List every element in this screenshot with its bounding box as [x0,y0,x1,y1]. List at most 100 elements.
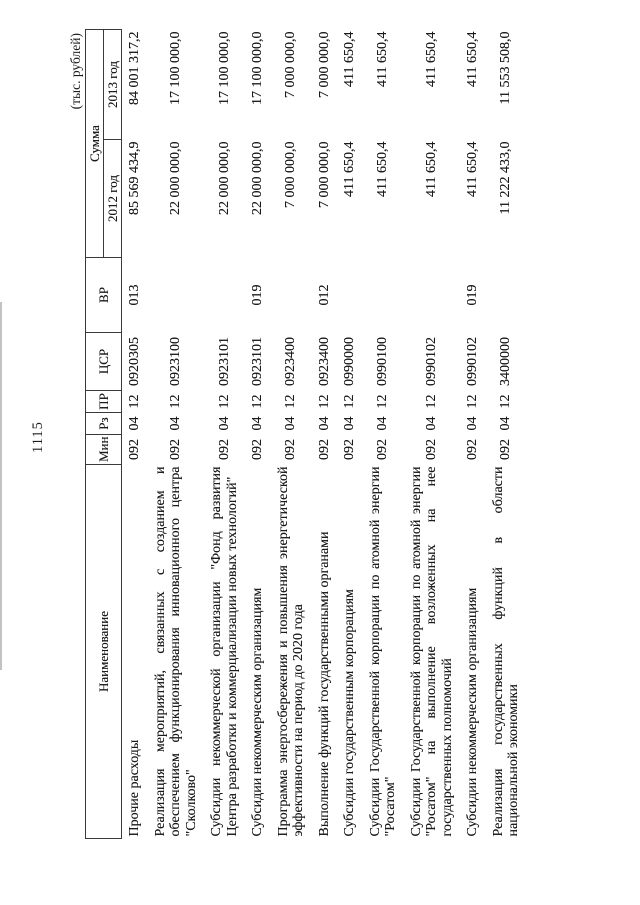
table-row: Выполнение функций государственными орга… [312,30,338,839]
col-header-csr: ЦСР [85,332,122,391]
cell-sum-2012: 22 000 000,0 [168,141,183,216]
table-body: Прочие расходы 092 04 12 0920305 013 85 … [122,30,527,839]
cell-min: 092 [216,439,232,460]
col-header-name: Наименование [85,464,122,839]
cell-name: Субсидии некоммерческим организациям [250,587,265,837]
cell-vr [204,258,245,333]
cell-name: Прочие расходы [127,739,142,837]
budget-table: Наименование Мин Рз ПР ЦСР ВР Сумма 2012… [85,29,527,839]
cell-csr: 0923101 [216,337,232,386]
table-row: Реализация мероприятий, связанных с созд… [148,30,205,839]
cell-sum-2012: 11 222 433,0 [498,141,514,215]
cell-vr [271,258,312,333]
table-row: Программа энергосбережения и повышения э… [271,30,312,839]
cell-sum-2013: 17 100 000,0 [216,31,232,106]
cell-csr: 0920305 [127,337,142,386]
cell-name: Субсидии государственным корпорациям [342,589,357,837]
cell-vr [486,258,527,333]
cell-sum-2013: 411 650,4 [465,31,480,87]
cell-min: 092 [375,439,391,460]
cell-csr: 0990102 [465,337,480,386]
cell-name: Реализация государственных функций в обл… [490,466,522,837]
page-number: 1115 [30,421,46,453]
cell-sum-2012: 411 650,4 [375,141,391,197]
cell-rz: 04 [250,416,265,431]
cell-name: Субсидии некоммерческим организациям [465,587,480,837]
table-row: Субсидии некоммерческим организациям 092… [460,30,486,839]
cell-csr: 0990000 [342,337,357,386]
cell-rz: 04 [498,416,514,431]
cell-pr: 12 [465,394,480,409]
cell-name: Субсидии некоммерческой организации "Фон… [209,466,240,837]
cell-pr: 12 [127,394,142,409]
table-header: Наименование Мин Рз ПР ЦСР ВР Сумма 2012… [85,29,122,839]
cell-min: 092 [342,439,357,460]
cell-sum-2013: 84 001 317,2 [127,31,142,106]
cell-vr: 013 [127,284,142,306]
cell-name: Субсидии Государственной корпорации по а… [408,466,455,837]
col-header-pr: ПР [85,390,122,413]
cell-sum-2013: 411 650,4 [342,31,357,87]
cell-pr: 12 [316,394,332,409]
cell-min: 092 [424,439,439,460]
cell-pr: 12 [375,394,391,409]
cell-sum-2013: 7 000 000,0 [316,31,332,99]
table-row: Субсидии государственным корпорациям 092… [337,30,363,839]
cell-csr: 0923101 [250,337,265,386]
cell-rz: 04 [424,416,439,431]
cell-rz: 04 [342,416,357,431]
cell-rz: 04 [316,416,332,431]
cell-sum-2013: 7 000 000,0 [283,31,299,99]
cell-pr: 12 [283,394,299,409]
cell-rz: 04 [465,416,480,431]
cell-min: 092 [316,439,332,460]
cell-csr: 0923400 [316,337,332,386]
cell-csr: 0990102 [424,337,439,386]
col-header-vr: ВР [85,257,122,333]
table-row: Реализация государственных функций в обл… [486,30,527,839]
cell-sum-2013: 11 553 508,0 [498,31,514,105]
cell-name: Выполнение функций государственными орга… [316,531,332,837]
cell-rz: 04 [127,416,142,431]
col-header-2013: 2013 год [103,29,122,140]
scan-edge-artifact [0,302,2,670]
cell-rz: 04 [375,416,391,431]
cell-pr: 12 [424,394,439,409]
cell-vr: 019 [250,284,265,306]
cell-rz: 04 [168,416,183,431]
cell-vr [148,258,205,333]
cell-name: Субсидии Государственной корпорации по а… [367,466,399,837]
cell-min: 092 [250,439,265,460]
cell-csr: 3400000 [498,337,514,386]
cell-sum-2013: 411 650,4 [424,31,439,87]
cell-pr: 12 [250,394,265,409]
cell-min: 092 [465,439,480,460]
col-header-2012: 2012 год [103,139,122,258]
cell-csr: 0923100 [168,337,183,386]
cell-sum-2013: 17 100 000,0 [250,31,265,106]
cell-sum-2012: 7 000 000,0 [316,141,332,209]
col-header-rz: Рз [85,412,122,435]
cell-pr: 12 [216,394,232,409]
cell-min: 092 [127,439,142,460]
cell-vr: 012 [316,284,332,306]
col-header-sum: Сумма [85,29,104,258]
cell-sum-2012: 22 000 000,0 [250,141,265,216]
table-row: Субсидии Государственной корпорации по а… [363,30,404,839]
cell-sum-2012: 411 650,4 [465,141,480,197]
table-row: Субсидии Государственной корпорации по а… [404,30,461,839]
cell-vr [363,258,404,333]
cell-rz: 04 [283,416,299,431]
table-row: Субсидии некоммерческой организации "Фон… [204,30,245,839]
cell-vr: 019 [465,284,480,306]
cell-vr [337,258,363,333]
cell-vr [404,258,461,333]
cell-sum-2012: 7 000 000,0 [283,141,299,209]
cell-rz: 04 [216,416,232,431]
cell-sum-2012: 411 650,4 [424,141,439,197]
cell-pr: 12 [498,394,514,409]
table-row: Субсидии некоммерческим организациям 092… [245,30,271,839]
cell-pr: 12 [342,394,357,409]
